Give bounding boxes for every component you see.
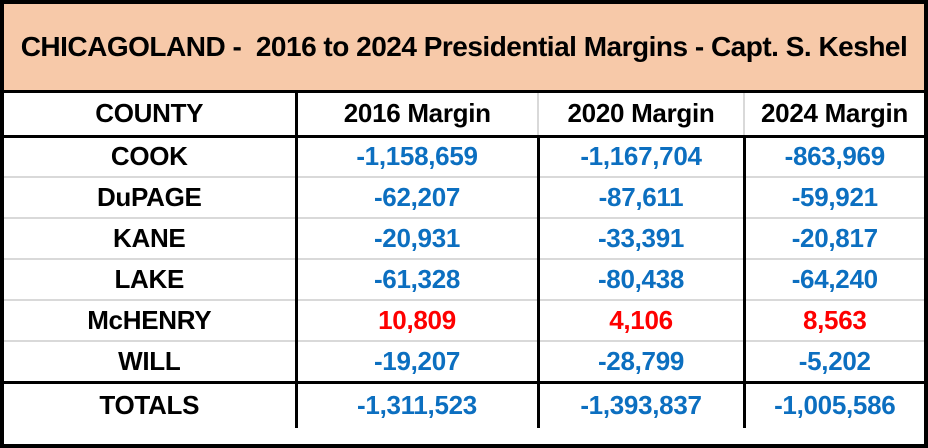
margin-2024-cell: -863,969 (742, 136, 924, 177)
margin-2016-cell: -1,158,659 (294, 136, 538, 177)
column-header-2020-margin: 2020 Margin (537, 93, 744, 138)
totals-2020-cell: -1,393,837 (536, 380, 744, 428)
margin-2024-cell: -20,817 (742, 217, 924, 259)
margin-2016-cell: -62,207 (294, 176, 538, 218)
margin-2020-cell: -33,391 (536, 217, 744, 259)
column-header-2016-margin: 2016 Margin (294, 93, 538, 138)
margin-2024-cell: -5,202 (742, 340, 924, 382)
margins-table: COUNTY 2016 Margin 2020 Margin 2024 Marg… (4, 93, 924, 428)
county-cell: KANE (4, 217, 296, 259)
totals-label: TOTALS (4, 380, 296, 428)
county-cell: COOK (110, 141, 188, 172)
table-title: CHICAGOLAND - 2016 to 2024 Presidential … (4, 4, 924, 93)
margin-2016-cell: -61,328 (294, 258, 538, 300)
margin-2024-cell: 8,563 (742, 299, 924, 341)
margin-2016-cell: -19,207 (294, 340, 538, 382)
table-row-mchenry: McHENRY 10,809 4,106 8,563 (4, 299, 924, 341)
totals-2024-cell: -1,005,586 (742, 380, 924, 428)
column-header-county: COUNTY (4, 93, 296, 138)
margin-2020-cell: 4,106 (536, 299, 744, 341)
margin-2020-cell: -87,611 (536, 176, 744, 218)
totals-row: TOTALS -1,311,523 -1,393,837 -1,005,586 (4, 380, 924, 428)
county-cell: WILL (4, 340, 296, 382)
column-header-2024-margin: 2024 Margin (743, 93, 924, 138)
table-row-will: WILL -19,207 -28,799 -5,202 (4, 340, 924, 382)
table-row-cook: COOK -1,158,659 -1,167,704 -863,969 (4, 136, 924, 177)
totals-2016-cell: -1,311,523 (294, 380, 538, 428)
margin-2024-cell: -59,921 (742, 176, 924, 218)
table-row-lake: LAKE -61,328 -80,438 -64,240 (4, 258, 924, 300)
margin-2020-cell: -80,438 (536, 258, 744, 300)
table-row-kane: KANE -20,931 -33,391 -20,817 (4, 217, 924, 259)
county-cell: DuPAGE (4, 176, 296, 218)
margin-2016-cell: -20,931 (294, 217, 538, 259)
county-cell: McHENRY (4, 299, 296, 341)
table-row-dupage: DuPAGE -62,207 -87,611 -59,921 (4, 176, 924, 218)
margin-2016-cell: 10,809 (294, 299, 538, 341)
county-cell: LAKE (4, 258, 296, 300)
margin-2020-cell: -1,167,704 (536, 136, 744, 177)
margin-2024-cell: -64,240 (742, 258, 924, 300)
margin-2020-cell: -28,799 (536, 340, 744, 382)
header-row: COUNTY 2016 Margin 2020 Margin 2024 Marg… (4, 93, 924, 138)
